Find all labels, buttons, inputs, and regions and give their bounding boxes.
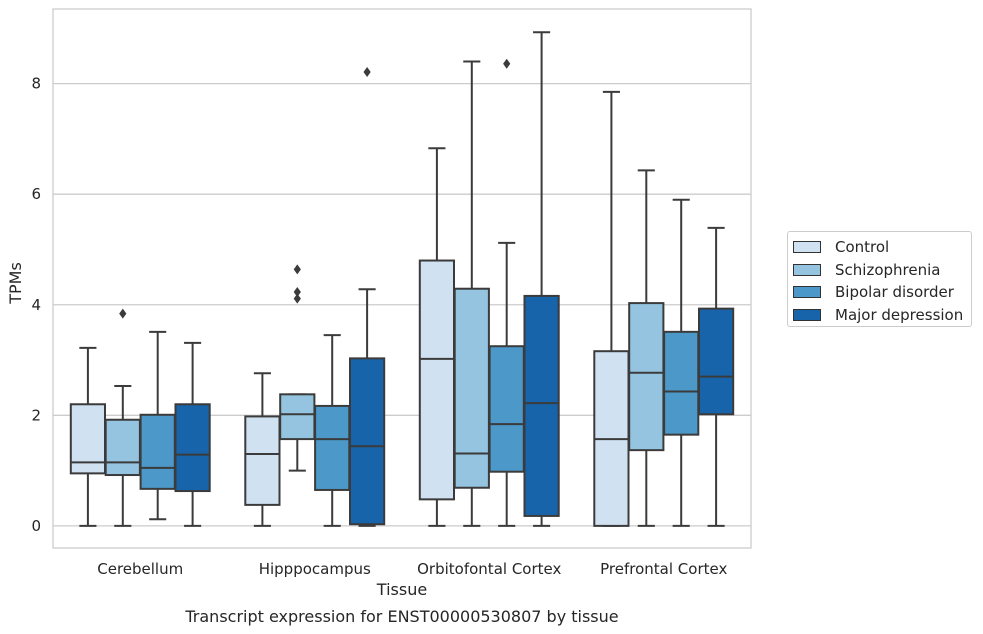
chart-title: Transcript expression for ENST0000053080… [184, 607, 618, 626]
box-0-3 [174, 341, 211, 527]
x-axis-label: Tissue [376, 580, 427, 599]
legend-label-bipolar-disorder: Bipolar disorder [835, 283, 954, 302]
box-rect [244, 415, 281, 506]
box-rect [174, 403, 211, 493]
legend-swatch-schizophrenia [793, 263, 821, 276]
box-rect [418, 259, 456, 501]
box-2-0 [418, 147, 456, 527]
legend: Control Schizophrenia Bipolar disorder M… [787, 231, 972, 327]
box-2-2 [488, 58, 525, 527]
box-rect [628, 302, 665, 452]
outlier-point [293, 264, 301, 275]
box-rect [348, 357, 386, 526]
outlier-point [363, 67, 371, 78]
legend-swatch-major-depression [793, 308, 821, 321]
box-rect [488, 345, 525, 473]
box-3-2 [663, 198, 700, 527]
box-1-0 [244, 372, 281, 527]
y-tick-label: 6 [31, 185, 41, 203]
box-0-1 [104, 308, 141, 527]
legend-item-schizophrenia: Schizophrenia [793, 259, 971, 282]
box-rect [663, 330, 700, 436]
legend-swatch-bipolar-disorder [793, 286, 821, 299]
outlier-point [503, 58, 511, 69]
y-tick-label: 2 [31, 406, 41, 424]
box-1-1 [279, 264, 316, 472]
legend-label-schizophrenia: Schizophrenia [835, 260, 941, 279]
box-rect [279, 393, 316, 441]
x-tick-label: Orbitofontal Cortex [417, 560, 561, 578]
box-3-3 [697, 226, 735, 527]
box-3-0 [593, 90, 630, 527]
legend-item-control: Control [793, 236, 971, 259]
y-tick-label: 0 [31, 517, 41, 535]
box-2-1 [453, 60, 490, 527]
x-tick-label: Cerebellum [97, 560, 183, 578]
box-0-0 [69, 346, 107, 527]
legend-swatch-control [793, 241, 821, 254]
legend-item-bipolar-disorder: Bipolar disorder [793, 281, 971, 304]
box-series [69, 31, 735, 527]
box-rect [523, 294, 560, 517]
tick-labels: 0 2 4 6 8 Cerebellum Hipppocampus Orbitofontal … [31, 75, 727, 578]
y-tick-label: 8 [31, 75, 41, 93]
box-0-2 [139, 330, 176, 521]
plot-frame [52, 8, 752, 549]
x-tick-label: Prefrontal Cortex [600, 560, 727, 578]
y-axis-label: TPMs [6, 262, 25, 305]
box-2-3 [523, 31, 560, 527]
box-3-1 [628, 169, 665, 527]
outlier-point [293, 287, 301, 298]
legend-item-major-depression: Major depression [793, 304, 971, 327]
box-rect [104, 418, 141, 477]
outlier-point [119, 308, 127, 319]
legend-label-control: Control [835, 238, 890, 257]
y-tick-label: 4 [31, 296, 41, 314]
box-rect [139, 413, 176, 490]
outlier-point [293, 293, 301, 304]
legend-label-major-depression: Major depression [835, 305, 964, 324]
box-rect [314, 404, 351, 491]
box-1-3 [348, 67, 386, 527]
box-rect [453, 287, 490, 489]
box-1-2 [314, 334, 351, 527]
box-rect [697, 307, 735, 416]
x-tick-label: Hipppocampus [259, 560, 371, 578]
